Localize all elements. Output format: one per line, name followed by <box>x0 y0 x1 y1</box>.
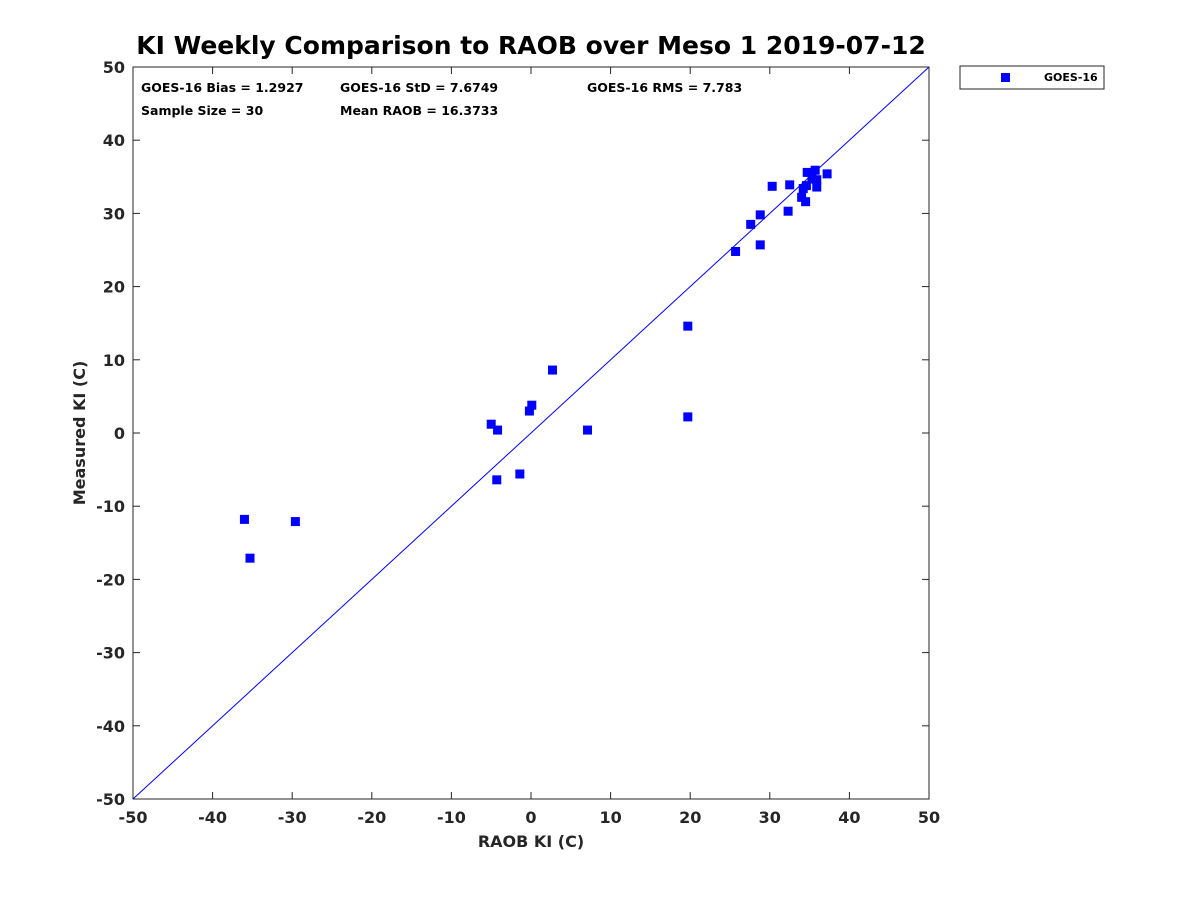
data-point <box>245 553 255 563</box>
data-point <box>822 169 832 179</box>
stat-rms: GOES-16 RMS = 7.783 <box>587 80 742 95</box>
data-point <box>755 210 765 220</box>
x-tick-label: -10 <box>437 808 466 827</box>
chart-title: KI Weekly Comparison to RAOB over Meso 1… <box>136 31 925 60</box>
data-point <box>527 400 537 410</box>
data-point <box>515 469 525 479</box>
data-point <box>683 321 693 331</box>
data-point <box>547 365 557 375</box>
x-tick-label: 20 <box>679 808 701 827</box>
stat-bias: GOES-16 Bias = 1.2927 <box>141 80 303 95</box>
data-point <box>812 175 822 185</box>
data-points <box>239 165 832 563</box>
y-axis-label: Measured KI (C) <box>70 361 89 506</box>
data-point <box>524 406 534 416</box>
y-tick-label: -20 <box>96 570 125 589</box>
y-tick-label: 50 <box>103 58 125 77</box>
y-tick-label: 0 <box>114 424 125 443</box>
y-tick-label: 10 <box>103 351 125 370</box>
y-tick-label: -30 <box>96 644 125 663</box>
data-point <box>239 514 249 524</box>
x-tick-label: 40 <box>838 808 860 827</box>
data-point <box>486 419 496 429</box>
data-point <box>746 219 756 229</box>
data-point <box>493 425 503 435</box>
y-tick-label: -40 <box>96 717 125 736</box>
x-axis-label: RAOB KI (C) <box>478 832 584 851</box>
x-tick-label: 30 <box>759 808 781 827</box>
data-point <box>492 475 502 485</box>
axis-ticks: -50 -40 -30 -20 -10 0 10 20 30 40 50 -50 -40 -30 -20 -1… <box>96 58 940 827</box>
data-point <box>801 181 811 191</box>
data-point <box>812 182 822 192</box>
y-tick-label: 30 <box>103 204 125 223</box>
data-point <box>767 181 777 191</box>
data-point <box>683 412 693 422</box>
one-to-one-line <box>132 66 930 800</box>
x-tick-label: -20 <box>357 808 386 827</box>
data-point <box>801 197 811 207</box>
y-tick-label: 40 <box>103 131 125 150</box>
x-tick-label: -50 <box>119 808 148 827</box>
legend-label-goes16: GOES-16 <box>1044 71 1098 84</box>
data-point <box>583 425 593 435</box>
legend-box <box>959 65 1105 90</box>
identity-line <box>132 66 930 800</box>
data-point <box>783 206 793 216</box>
data-point <box>802 167 812 177</box>
data-point <box>807 174 817 184</box>
y-tick-label: -50 <box>96 790 125 809</box>
x-tick-label: -30 <box>278 808 307 827</box>
legend: GOES-16 <box>959 65 1105 90</box>
x-tick-label: -40 <box>198 808 227 827</box>
x-tick-label: 50 <box>918 808 940 827</box>
stat-sample-size: Sample Size = 30 <box>141 103 263 118</box>
stat-std: GOES-16 StD = 7.6749 <box>340 80 498 95</box>
data-point <box>290 517 300 527</box>
data-point <box>785 180 795 190</box>
y-tick-label: -10 <box>96 497 125 516</box>
data-point <box>755 240 765 250</box>
legend-marker-square <box>1001 73 1010 82</box>
y-tick-label: 20 <box>103 278 125 297</box>
data-point <box>731 246 741 256</box>
stat-mean-raob: Mean RAOB = 16.3733 <box>340 103 498 118</box>
x-tick-label: 10 <box>599 808 621 827</box>
data-point <box>810 165 820 175</box>
x-tick-label: 0 <box>525 808 536 827</box>
